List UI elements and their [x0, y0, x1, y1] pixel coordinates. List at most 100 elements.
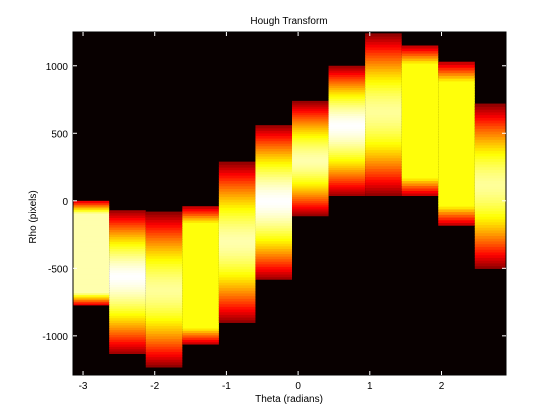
- heatmap-cell: [401, 145, 439, 149]
- heatmap-cell: [145, 234, 183, 239]
- heatmap-cell: [328, 152, 366, 155]
- heatmap-cell: [109, 329, 146, 333]
- heatmap-cell: [474, 227, 506, 231]
- heatmap-cell: [73, 301, 110, 304]
- heatmap-cell: [474, 131, 506, 135]
- heatmap-cell: [292, 177, 329, 180]
- heatmap-cell: [218, 279, 256, 283]
- heatmap-cell: [328, 165, 366, 168]
- heatmap-cell: [328, 117, 366, 121]
- heatmap-cell: [438, 88, 475, 93]
- heatmap-cell: [292, 135, 329, 138]
- heatmap-cell: [365, 87, 402, 91]
- heatmap-cell: [365, 54, 402, 59]
- heatmap-cell: [73, 287, 110, 290]
- x-tick-label: 0: [295, 381, 301, 392]
- heatmap-cell: [109, 351, 146, 354]
- heatmap-cell: [182, 302, 219, 306]
- heatmap-cell: [182, 293, 219, 297]
- heatmap-cell: [255, 189, 293, 193]
- heatmap-cell: [401, 140, 439, 144]
- heatmap-cell: [145, 221, 183, 226]
- heatmap-cell: [292, 208, 329, 211]
- heatmap-cell: [255, 261, 293, 265]
- heatmap-cell: [401, 177, 439, 182]
- heatmap-cell: [438, 91, 475, 95]
- y-tick-label: 0: [62, 197, 68, 208]
- heatmap-cell: [365, 52, 402, 56]
- heatmap-cell: [73, 237, 110, 240]
- heatmap-cell: [401, 155, 439, 159]
- heatmap-cell: [255, 197, 293, 201]
- heatmap-cell: [438, 173, 475, 177]
- heatmap-cell: [145, 351, 183, 355]
- heatmap-cell: [292, 150, 329, 154]
- heatmap-cell: [438, 72, 475, 76]
- heatmap-cell: [218, 276, 256, 281]
- heatmap-cell: [218, 311, 256, 315]
- heatmap-cell: [365, 184, 402, 188]
- heatmap-cell: [218, 250, 256, 254]
- heatmap-cell: [365, 157, 402, 161]
- heatmap-cell: [73, 223, 110, 226]
- heatmap-cell: [292, 129, 329, 133]
- heatmap-cell: [255, 240, 293, 244]
- heatmap-cell: [401, 130, 439, 134]
- heatmap-cell: [73, 271, 110, 275]
- heatmap-cell: [474, 103, 506, 107]
- heatmap-column: [255, 125, 293, 280]
- heatmap-cell: [218, 306, 256, 310]
- heatmap-cell: [365, 44, 402, 48]
- heatmap-cell: [255, 130, 293, 134]
- heatmap-cell: [109, 231, 146, 235]
- heatmap-cell: [182, 330, 219, 334]
- heatmap-cell: [145, 338, 183, 342]
- heatmap-cell: [218, 207, 256, 211]
- heatmap-cell: [292, 179, 329, 182]
- heatmap-cell: [145, 281, 183, 285]
- heatmap-cell: [328, 160, 366, 164]
- heatmap-cell: [438, 197, 475, 202]
- heatmap-cell: [401, 55, 439, 59]
- heatmap-cell: [438, 69, 475, 74]
- heatmap-cell: [255, 253, 293, 257]
- heatmap-cell: [365, 122, 402, 126]
- heatmap-column: [365, 33, 402, 196]
- heatmap-cell: [401, 117, 439, 122]
- heatmap-cell: [182, 298, 219, 301]
- heatmap-cell: [182, 316, 219, 320]
- heatmap-cell: [438, 110, 475, 115]
- heatmap-cell: [365, 135, 402, 140]
- heatmap-cell: [474, 172, 506, 176]
- heatmap-cell: [328, 191, 366, 194]
- heatmap-cell: [401, 142, 439, 147]
- heatmap-cell: [292, 185, 329, 188]
- heatmap-cell: [438, 151, 475, 155]
- heatmap-cell: [182, 275, 219, 278]
- heatmap-cell: [365, 146, 402, 151]
- heatmap-cell: [401, 65, 439, 69]
- heatmap-cell: [145, 348, 183, 352]
- heatmap-cell: [292, 142, 329, 146]
- heatmap-cell: [438, 67, 475, 71]
- heatmap-cell: [401, 150, 439, 154]
- heatmap-cell: [109, 327, 146, 331]
- heatmap-cell: [438, 146, 475, 150]
- heatmap-column: [328, 65, 366, 196]
- heatmap-cell: [73, 211, 110, 214]
- heatmap-cell: [474, 249, 506, 253]
- heatmap-cell: [73, 290, 110, 294]
- heatmap-cell: [401, 122, 439, 127]
- heatmap-cell: [292, 181, 329, 184]
- heatmap-cell: [73, 244, 110, 247]
- heatmap-cell: [182, 259, 219, 262]
- heatmap-cell: [365, 189, 402, 194]
- heatmap-cell: [401, 82, 439, 87]
- heatmap-cell: [292, 164, 329, 167]
- heatmap-cell: [292, 118, 329, 121]
- heatmap-cell: [109, 236, 146, 240]
- heatmap-cell: [255, 181, 293, 185]
- heatmap-cell: [438, 64, 475, 68]
- heatmap-cell: [365, 165, 402, 169]
- heatmap-cell: [255, 155, 293, 160]
